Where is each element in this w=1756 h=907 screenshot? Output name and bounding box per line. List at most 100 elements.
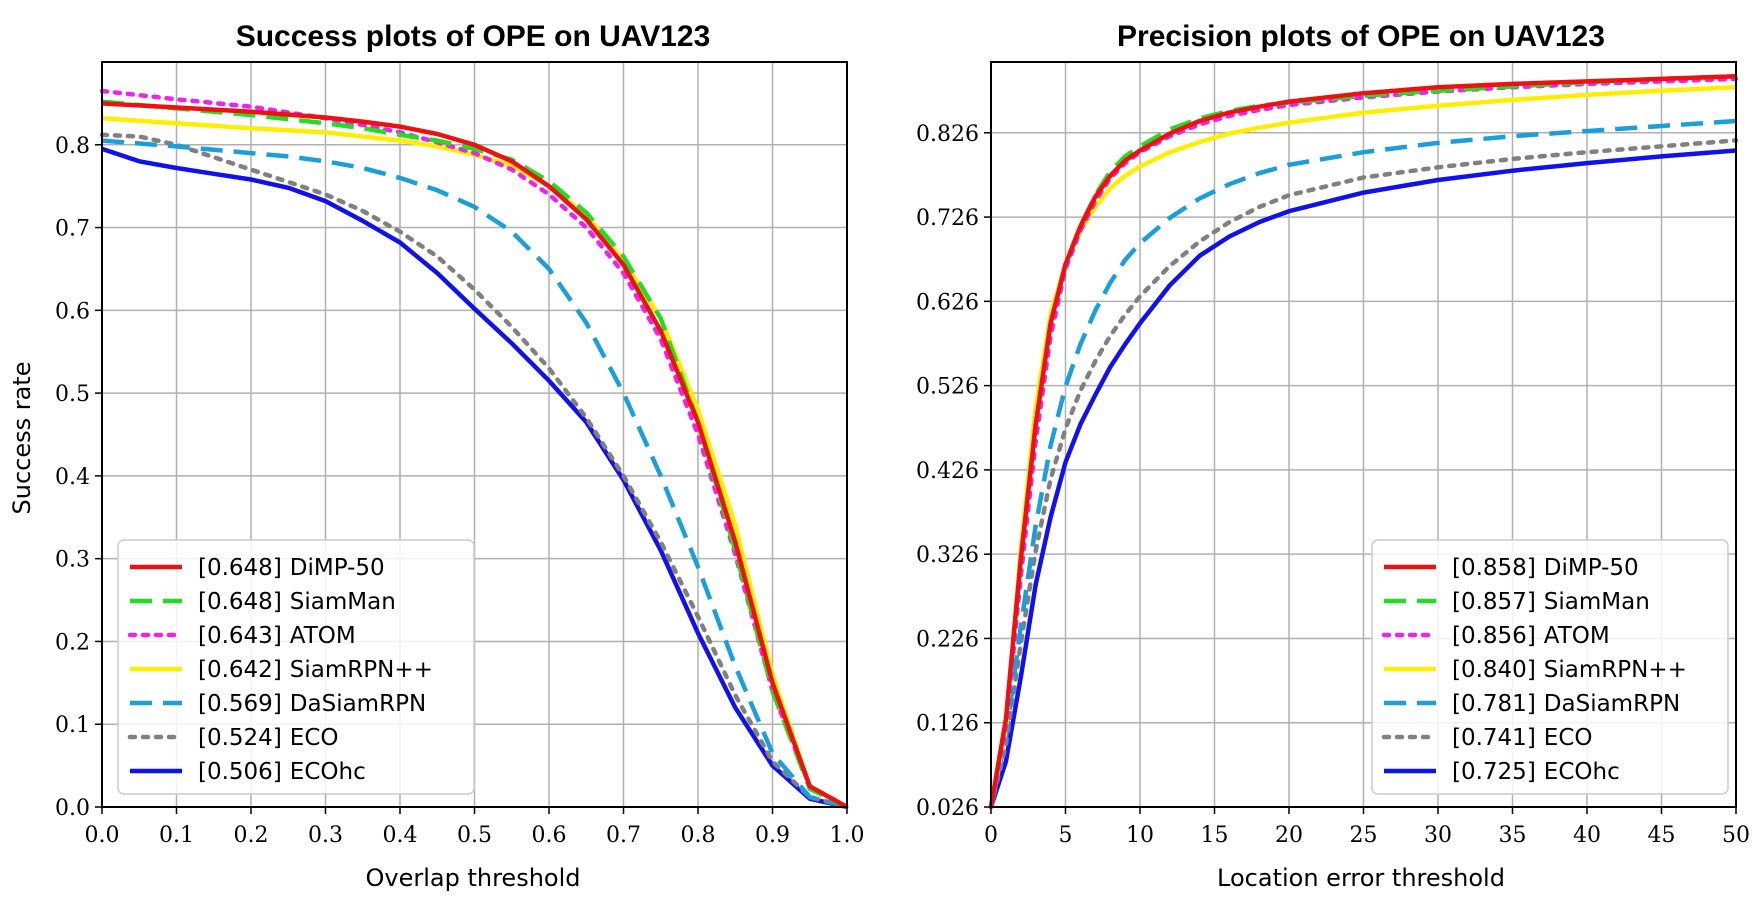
precision-legend-score: [0.856] bbox=[1452, 623, 1536, 649]
success-ytick-label: 0.1 bbox=[55, 713, 90, 738]
success-legend-label: [0.524] ECO bbox=[198, 725, 339, 751]
precision-plot-legend: [0.858] DiMP-50[0.857] SiamMan[0.856] ATOM[… bbox=[1371, 539, 1729, 795]
precision-plot-xticks: 0 5 10 15 20 25 30 35 40 45 50 bbox=[984, 807, 1750, 848]
success-ytick-label: 0.6 bbox=[55, 299, 90, 324]
success-legend-score: [0.642] bbox=[198, 657, 282, 683]
success-legend-score: [0.569] bbox=[198, 691, 282, 717]
precision-plot-xlabel: Location error threshold bbox=[1217, 864, 1505, 892]
success-plot-yticks: 0.0 0.1 0.2 0.3 0.4 0.5 0.6 0.7 0.8 bbox=[55, 134, 102, 821]
precision-series-dimp-50 bbox=[988, 74, 1737, 808]
precision-xtick-label: 20 bbox=[1275, 823, 1303, 848]
success-legend-label: [0.506] ECOhc bbox=[198, 759, 366, 785]
precision-ytick-label: 0.526 bbox=[916, 375, 979, 400]
precision-legend-name: ECO bbox=[1544, 725, 1593, 751]
success-legend-name: SiamRPN++ bbox=[290, 657, 433, 683]
success-xtick-label: 0.3 bbox=[308, 823, 343, 848]
success-plot-series bbox=[99, 88, 850, 810]
precision-xtick-label: 30 bbox=[1424, 823, 1452, 848]
precision-series-eco bbox=[988, 138, 1739, 810]
precision-xtick-label: 45 bbox=[1648, 823, 1676, 848]
precision-legend-label: [0.725] ECOhc bbox=[1452, 759, 1620, 785]
precision-plot: Precision plots of OPE on UAV123 Locatio… bbox=[916, 20, 1750, 892]
precision-legend-name: ECOhc bbox=[1544, 759, 1620, 785]
success-series-eco bbox=[99, 132, 850, 810]
precision-legend-name: ATOM bbox=[1544, 623, 1610, 649]
success-legend-name: ECO bbox=[290, 725, 339, 751]
precision-xtick-label: 40 bbox=[1573, 823, 1601, 848]
precision-legend-name: SiamMan bbox=[1544, 589, 1650, 615]
precision-legend-label: [0.840] SiamRPN++ bbox=[1452, 657, 1687, 683]
precision-ytick-label: 0.126 bbox=[916, 712, 979, 737]
precision-ytick-label: 0.626 bbox=[916, 290, 979, 315]
precision-series-dasiamrpn bbox=[988, 118, 1737, 808]
precision-ytick-label: 0.726 bbox=[916, 206, 979, 231]
success-xtick-label: 0.5 bbox=[457, 823, 492, 848]
success-legend-name: DaSiamRPN bbox=[290, 691, 426, 717]
precision-xtick-label: 5 bbox=[1059, 823, 1073, 848]
precision-legend-label: [0.856] ATOM bbox=[1452, 623, 1610, 649]
success-legend-name: DiMP-50 bbox=[290, 555, 385, 581]
precision-xtick-label: 0 bbox=[984, 823, 998, 848]
success-plot-xlabel: Overlap threshold bbox=[366, 864, 581, 892]
success-legend-label: [0.569] DaSiamRPN bbox=[198, 691, 426, 717]
success-ytick-label: 0.3 bbox=[55, 548, 90, 573]
success-ytick-label: 0.0 bbox=[55, 796, 90, 821]
success-plot: Success plots of OPE on UAV123 Overlap t… bbox=[8, 20, 865, 892]
precision-legend-label: [0.781] DaSiamRPN bbox=[1452, 691, 1680, 717]
precision-ytick-label: 0.426 bbox=[916, 459, 979, 484]
precision-ytick-label: 0.826 bbox=[916, 122, 979, 147]
precision-legend-name: SiamRPN++ bbox=[1544, 657, 1687, 683]
success-plot-legend: [0.648] DiMP-50[0.648] SiamMan[0.643] ATOM[… bbox=[117, 539, 475, 795]
precision-legend-name: DiMP-50 bbox=[1544, 555, 1639, 581]
success-legend-label: [0.648] SiamMan bbox=[198, 589, 396, 615]
success-series-dasiamrpn bbox=[101, 138, 848, 810]
precision-legend-score: [0.741] bbox=[1452, 725, 1536, 751]
success-legend-score: [0.643] bbox=[198, 623, 282, 649]
precision-legend-label: [0.858] DiMP-50 bbox=[1452, 555, 1639, 581]
success-ytick-label: 0.8 bbox=[55, 134, 90, 159]
success-xtick-label: 0.0 bbox=[85, 823, 120, 848]
precision-xtick-label: 50 bbox=[1722, 823, 1750, 848]
success-xtick-label: 0.7 bbox=[606, 823, 641, 848]
success-legend-name: ATOM bbox=[290, 623, 356, 649]
precision-series-ecohc bbox=[988, 148, 1737, 808]
success-ytick-label: 0.2 bbox=[55, 630, 90, 655]
success-xtick-label: 1.0 bbox=[830, 823, 865, 848]
precision-legend-label: [0.741] ECO bbox=[1452, 725, 1593, 751]
success-xtick-label: 0.9 bbox=[755, 823, 790, 848]
success-plot-ylabel: Success rate bbox=[8, 362, 36, 515]
success-legend-score: [0.648] bbox=[198, 555, 282, 581]
success-legend-score: [0.506] bbox=[198, 759, 282, 785]
success-ytick-label: 0.4 bbox=[55, 465, 90, 490]
success-ytick-label: 0.5 bbox=[55, 382, 90, 407]
success-legend-name: SiamMan bbox=[290, 589, 396, 615]
success-xtick-label: 0.2 bbox=[234, 823, 269, 848]
precision-legend-name: DaSiamRPN bbox=[1544, 691, 1680, 717]
success-legend-score: [0.524] bbox=[198, 725, 282, 751]
success-plot-title: Success plots of OPE on UAV123 bbox=[236, 20, 711, 53]
success-xtick-label: 0.6 bbox=[532, 823, 567, 848]
success-series-ecohc bbox=[101, 146, 848, 810]
precision-plot-yticks: 0.026 0.126 0.226 0.326 0.426 0.526 0.626 0.726… bbox=[916, 122, 991, 821]
success-legend-label: [0.648] DiMP-50 bbox=[198, 555, 385, 581]
success-legend-label: [0.643] ATOM bbox=[198, 623, 356, 649]
success-legend-box bbox=[117, 539, 475, 795]
precision-xtick-label: 35 bbox=[1499, 823, 1527, 848]
success-legend-name: ECOhc bbox=[290, 759, 366, 785]
success-ytick-label: 0.7 bbox=[55, 217, 90, 242]
precision-legend-score: [0.857] bbox=[1452, 589, 1536, 615]
precision-ytick-label: 0.026 bbox=[916, 796, 979, 821]
precision-legend-label: [0.857] SiamMan bbox=[1452, 589, 1650, 615]
success-xtick-label: 0.1 bbox=[159, 823, 194, 848]
precision-plot-series bbox=[988, 74, 1739, 810]
success-xtick-label: 0.4 bbox=[383, 823, 418, 848]
precision-legend-score: [0.840] bbox=[1452, 657, 1536, 683]
success-legend-label: [0.642] SiamRPN++ bbox=[198, 657, 433, 683]
success-legend-score: [0.648] bbox=[198, 589, 282, 615]
precision-legend-score: [0.858] bbox=[1452, 555, 1536, 581]
precision-legend-score: [0.725] bbox=[1452, 759, 1536, 785]
success-xtick-label: 0.8 bbox=[681, 823, 716, 848]
success-plot-xticks: 0.0 0.1 0.2 0.3 0.4 0.5 0.6 0.7 0.8 0.9 1.0 bbox=[85, 807, 865, 848]
precision-legend-box bbox=[1371, 539, 1729, 795]
